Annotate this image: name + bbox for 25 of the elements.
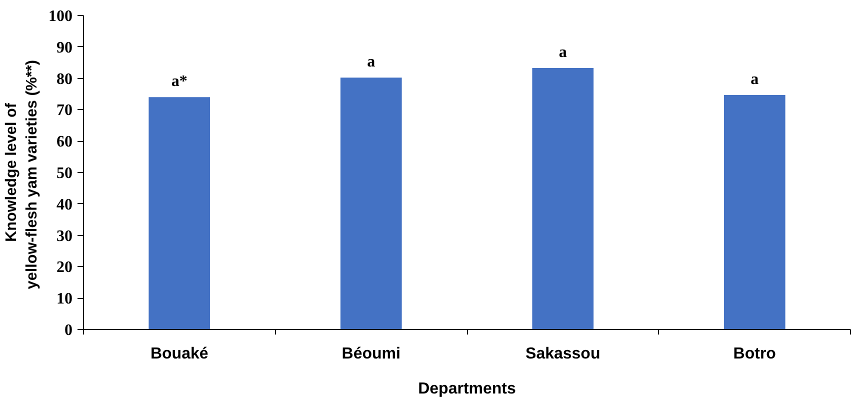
data-label: a xyxy=(558,44,567,61)
y-tick-label: 50 xyxy=(56,165,72,182)
y-tick-label: 10 xyxy=(56,290,72,308)
data-label: a* xyxy=(171,73,188,90)
data-label: a xyxy=(750,70,759,88)
y-tick-label: 90 xyxy=(56,39,72,56)
x-tick-label: Béoumi xyxy=(342,346,400,362)
bar xyxy=(340,78,402,330)
bar xyxy=(532,68,594,330)
x-tick-label: Botro xyxy=(733,346,776,362)
y-tick-label: 20 xyxy=(56,259,72,276)
bar xyxy=(148,97,210,330)
y-tick-label: 30 xyxy=(56,228,72,245)
bar xyxy=(724,94,786,330)
y-axis-title: Knowledge level of yellow-flesh yam varieties (%**) xyxy=(3,60,40,290)
x-axis-title: Departments xyxy=(418,380,516,398)
y-tick-label: 40 xyxy=(56,196,72,214)
y-tick-label: 0 xyxy=(64,322,72,339)
data-label: a xyxy=(367,54,376,71)
y-tick-label: 60 xyxy=(56,134,72,151)
y-tick-label: 80 xyxy=(56,70,72,88)
x-tick-label: Bouaké xyxy=(150,346,208,362)
y-tick-label: 100 xyxy=(48,8,72,25)
y-tick-label: 70 xyxy=(56,102,72,120)
x-tick-label: Sakassou xyxy=(526,346,600,362)
